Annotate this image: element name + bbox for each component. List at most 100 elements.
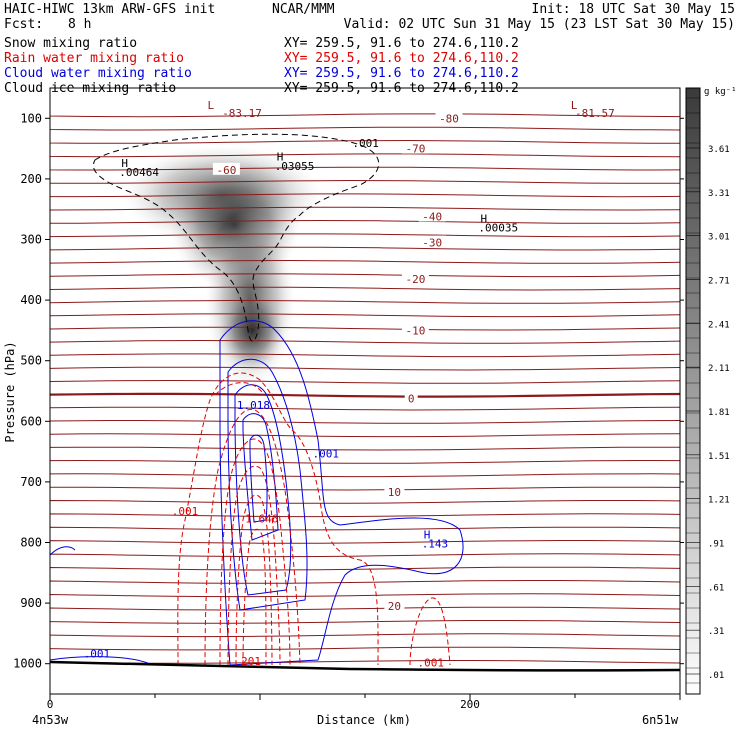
contour-extremum-label: .143 xyxy=(422,537,449,550)
temperature-contour-line xyxy=(50,339,680,344)
temperature-label-bg xyxy=(418,209,446,222)
center-label: NCAR/MMM xyxy=(272,2,335,17)
field-xy-0: XY= 259.5, 91.6 to 274.6,110.2 xyxy=(284,36,519,51)
right-endpoint-label: 6n51w xyxy=(642,713,679,727)
rain-water-contours xyxy=(177,372,451,666)
cloud-water-contours xyxy=(50,320,464,666)
valid-label: Valid: 02 UTC Sun 31 May 15 (23 LST Sat … xyxy=(344,17,735,32)
temperature-contour-line xyxy=(50,126,680,131)
contour-extremum-label: H xyxy=(424,528,431,541)
contour-extremum-label: 1.646 xyxy=(245,513,278,526)
y-tick-label: 1000 xyxy=(13,657,42,671)
temperature-contour-line xyxy=(50,580,680,584)
temperature-contour-line xyxy=(50,606,680,611)
contour-extremum-label: .00035 xyxy=(478,222,518,235)
temperature-contour-line xyxy=(50,566,680,571)
field-name-1: Rain water mixing ratio xyxy=(4,51,184,66)
temperature-label-bg xyxy=(384,599,405,612)
colorbar-tick-label: .91 xyxy=(708,540,724,550)
contour-extremum-label: 201 xyxy=(241,655,261,668)
x-tick-label: 200 xyxy=(460,698,480,711)
temperature-contour-line xyxy=(50,499,680,504)
contour-extremum-label: .001 xyxy=(172,505,199,518)
contour-extremum-label: H xyxy=(277,151,284,164)
y-tick-label: 900 xyxy=(20,596,42,610)
temperature-label-bg xyxy=(401,323,429,336)
temperature-label: -10 xyxy=(405,324,425,337)
model-title: HAIC-HIWC 13km ARW-GFS init xyxy=(4,2,215,17)
temperature-label-bg xyxy=(212,162,240,175)
temperature-contour-line xyxy=(50,540,680,544)
y-tick-label: 200 xyxy=(20,172,42,186)
temperature-contour-line xyxy=(50,459,680,464)
contour-extremum-label: L xyxy=(571,99,578,112)
y-axis-title: Pressure (hPa) xyxy=(3,341,17,442)
temperature-label: 20 xyxy=(388,600,401,613)
temperature-contour-line xyxy=(50,366,680,371)
temperature-label: -30 xyxy=(422,237,442,250)
temperature-contour-line xyxy=(50,473,680,478)
temperature-contour-line xyxy=(50,420,680,424)
y-tick-label: 700 xyxy=(20,475,42,489)
y-tick-label: 500 xyxy=(20,354,42,368)
contour-extremum-label: L xyxy=(208,99,215,112)
temperature-label: 0 xyxy=(408,392,415,405)
colorbar-tick-label: 1.51 xyxy=(708,452,730,462)
temperature-label-bg xyxy=(401,141,429,154)
temperature-contour-line xyxy=(50,446,680,451)
temperature-contour-line xyxy=(50,153,680,158)
colorbar-tick-label: .61 xyxy=(708,583,724,593)
temperature-label-bg xyxy=(401,271,429,284)
temperature-contour-line xyxy=(50,273,680,278)
temperature-label: -80 xyxy=(439,112,459,125)
temperature-contour-line xyxy=(50,166,680,171)
colorbar-tick-label: 2.41 xyxy=(708,320,730,330)
colorbar-ramp xyxy=(685,87,701,695)
temperature-contour-line xyxy=(50,193,680,198)
x-axis-title: Distance (km) xyxy=(317,713,411,727)
colorbar-tick-label: .01 xyxy=(708,671,724,681)
y-tick-label: 300 xyxy=(20,233,42,247)
contour-extremum-label: .001 xyxy=(313,448,340,461)
colorbar-tick-label: 3.01 xyxy=(708,233,730,243)
temperature-label: -60 xyxy=(216,164,236,177)
temperature-contour-line xyxy=(50,326,680,331)
temperature-contour-line xyxy=(50,486,680,491)
temperature-label: 10 xyxy=(388,486,401,499)
colorbar-tick-label: 1.81 xyxy=(708,408,730,418)
temperature-contour-line xyxy=(50,313,680,318)
temperature-label: -40 xyxy=(422,210,442,223)
temperature-label: -70 xyxy=(405,143,425,156)
colorbar-unit: g kg⁻¹ xyxy=(704,87,737,97)
contour-extremum-label: 1.018 xyxy=(237,399,270,412)
temperature-contour-line xyxy=(50,646,680,651)
temperature-contour-line xyxy=(50,113,680,118)
temperature-contour-line xyxy=(50,392,680,398)
x-tick-label: 0 xyxy=(47,698,54,711)
contour-extremum-label: .001 xyxy=(84,648,111,661)
contour-extremum-label: .001 xyxy=(352,137,379,150)
contour-extremum-label: .00464 xyxy=(119,166,159,179)
field-xy-2: XY= 259.5, 91.6 to 274.6,110.2 xyxy=(284,66,519,81)
y-tick-label: 400 xyxy=(20,293,42,307)
y-tick-label: 100 xyxy=(20,111,42,125)
field-name-0: Snow mixing ratio xyxy=(4,36,137,51)
temperature-contour-line xyxy=(50,286,680,291)
temperature-contour-line xyxy=(50,526,680,531)
contour-extremum-label: -83.17 xyxy=(222,107,262,120)
temperature-contour-line xyxy=(50,206,680,211)
temperature-contour-line xyxy=(50,139,680,144)
temperature-contour-line xyxy=(50,513,680,518)
colorbar-tick-label: 1.21 xyxy=(708,496,730,506)
temperature-contour-line xyxy=(50,593,680,598)
temperature-label: -20 xyxy=(405,273,425,286)
snow-shading xyxy=(122,145,322,390)
colorbar-tick-label: 3.31 xyxy=(708,189,730,199)
fcst-label: Fcst: xyxy=(4,17,43,32)
contour-extremum-label: .03055 xyxy=(275,160,315,173)
contour-extremum-label: H xyxy=(481,213,488,226)
temperature-contour-line xyxy=(50,379,680,384)
temperature-contour-line xyxy=(50,179,680,184)
colorbar: g kg⁻¹ 3.61 3.31 3.01 2.71 2.41 2.11 1.81 1.51 1… xyxy=(685,87,737,695)
